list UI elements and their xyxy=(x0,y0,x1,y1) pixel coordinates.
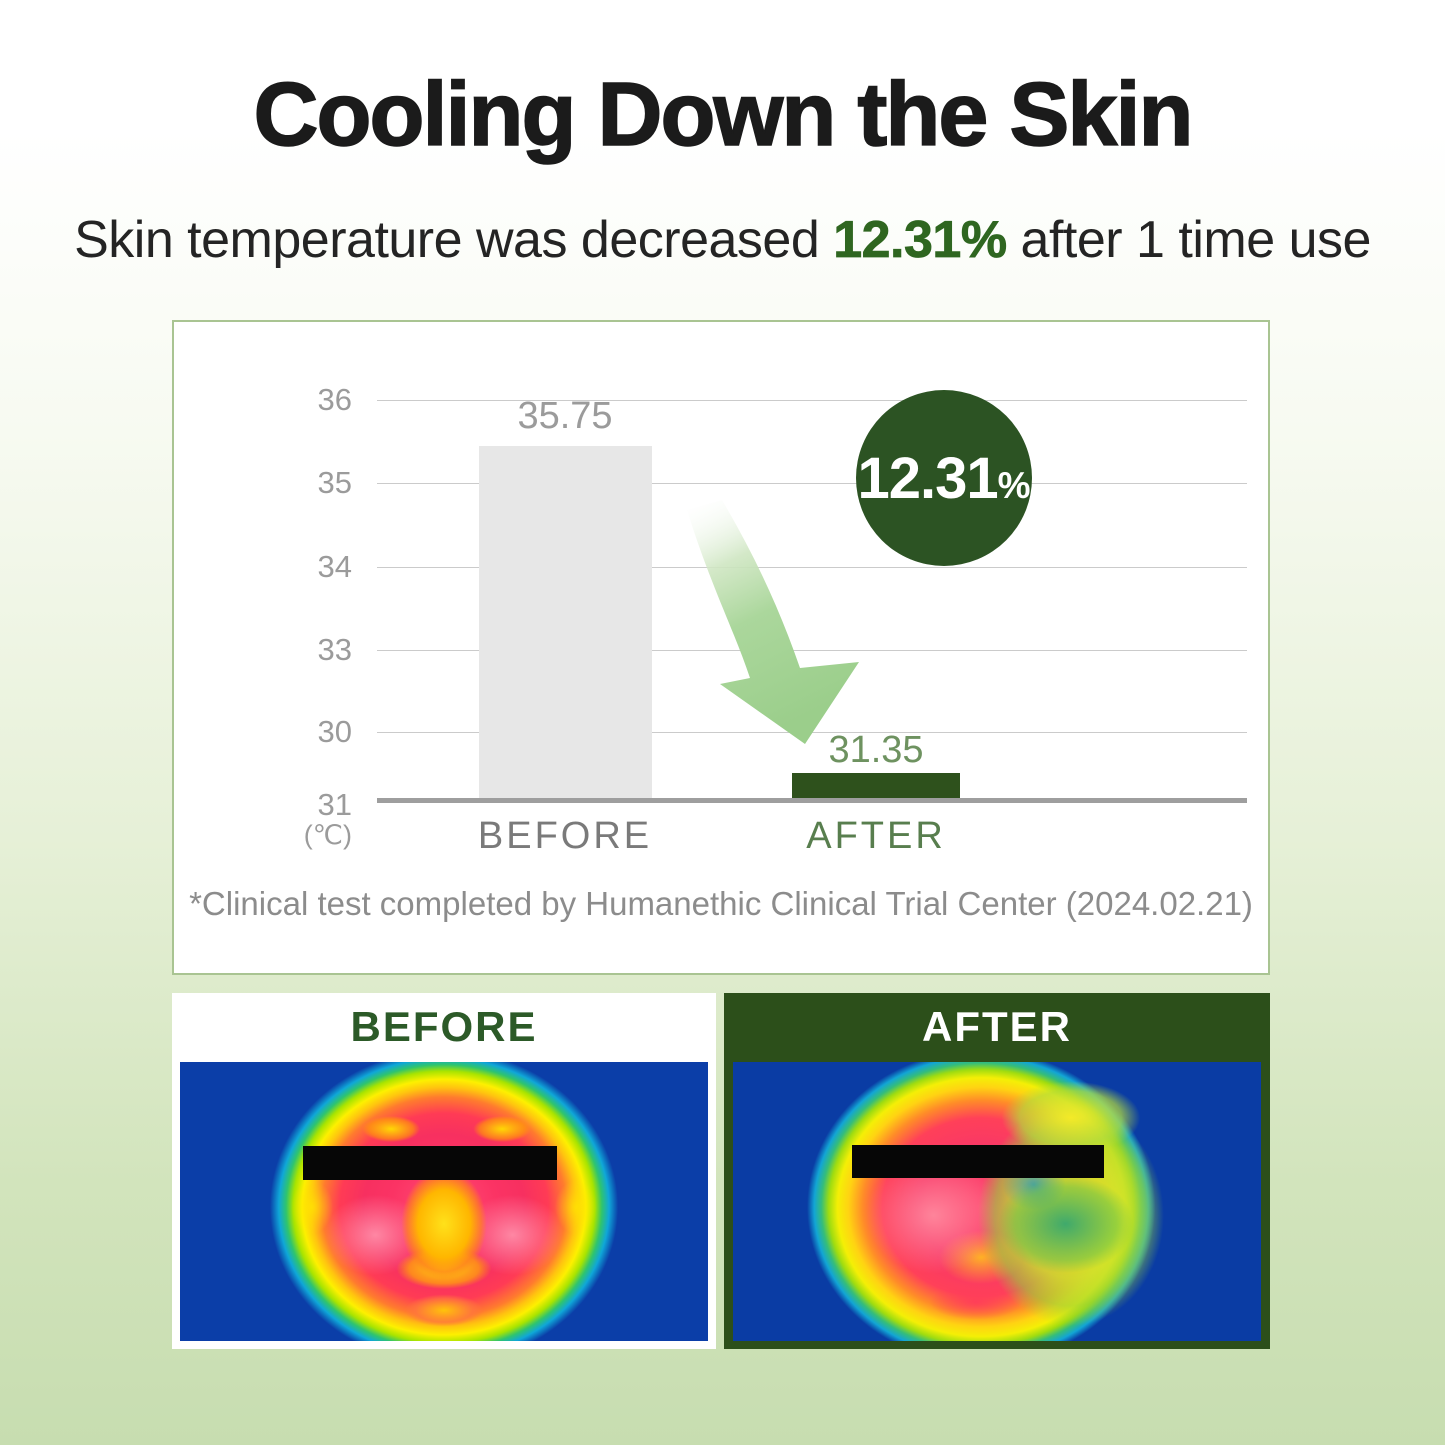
y-axis-tick: 36 xyxy=(317,382,352,417)
decrease-value: 12.31 xyxy=(857,445,998,511)
percent-sign: % xyxy=(997,464,1031,506)
y-axis-tick: 33 xyxy=(317,632,352,667)
subtitle-highlight: 12.31% xyxy=(833,211,1008,270)
thermal-panel-after-label: AFTER xyxy=(922,1003,1072,1050)
y-axis-tick: 31 xyxy=(317,787,352,822)
gridline-33 xyxy=(377,650,1247,651)
y-axis-tick: 34 xyxy=(317,549,352,584)
subtitle-suffix: after 1 time use xyxy=(1006,211,1372,269)
x-axis-baseline xyxy=(377,798,1247,803)
bar-before xyxy=(479,446,652,798)
x-label-after: AFTER xyxy=(806,815,946,857)
clinical-test-footnote: *Clinical test completed by Humanethic C… xyxy=(189,885,1253,922)
y-axis-tick: 30 xyxy=(317,714,352,749)
gridline-35 xyxy=(377,483,1247,484)
decrease-arrow-icon xyxy=(687,500,859,744)
thermal-panel-after: AFTER xyxy=(724,993,1270,1349)
thermal-image-after xyxy=(733,1062,1261,1341)
decrease-percent-badge: 12.31 % xyxy=(856,390,1032,566)
subtitle-prefix: Skin temperature was decreased xyxy=(74,211,834,269)
page-subtitle: Skin temperature was decreased 12.31% af… xyxy=(0,210,1445,270)
y-axis-tick: 35 xyxy=(317,465,352,500)
eye-censor-bar xyxy=(303,1146,557,1180)
thermal-panel-before-label: BEFORE xyxy=(350,1003,538,1050)
thermal-panel-before: BEFORE xyxy=(172,993,716,1349)
bar-after xyxy=(792,773,960,798)
bar-value-before: 35.75 xyxy=(517,395,613,437)
page-title: Cooling Down the Skin xyxy=(253,64,1194,166)
gridline-36 xyxy=(377,400,1247,401)
gridline-34 xyxy=(377,567,1247,568)
eye-censor-bar xyxy=(852,1145,1104,1178)
temperature-bar-chart: 36 35 34 33 30 31 (℃) 35.75 31.35 BEFORE… xyxy=(172,320,1270,975)
x-label-before: BEFORE xyxy=(477,815,653,857)
decrease-percent-text: 12.31 % xyxy=(857,445,1030,512)
thermal-image-before xyxy=(180,1062,708,1341)
y-axis-unit: (℃) xyxy=(303,820,352,850)
bar-value-after: 31.35 xyxy=(828,729,924,771)
